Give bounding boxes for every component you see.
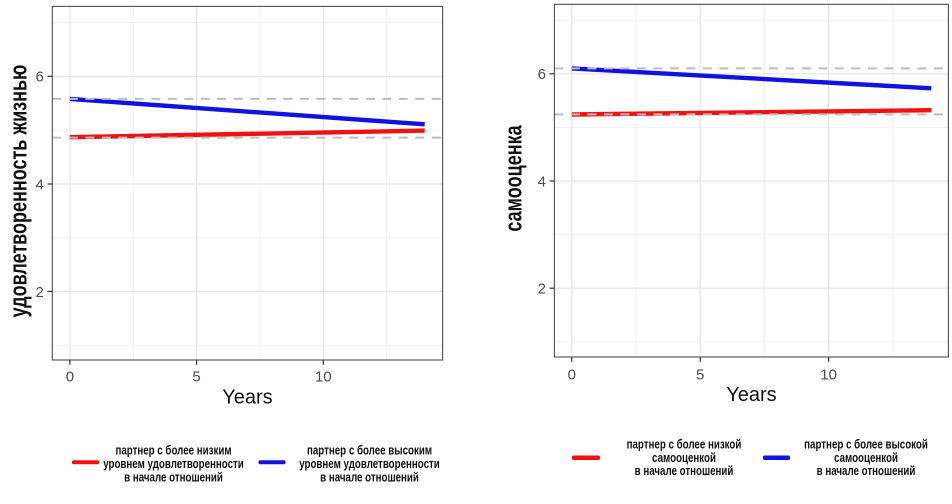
svg-text:партнер с более низким: партнер с более низким bbox=[115, 444, 231, 458]
svg-text:2: 2 bbox=[35, 284, 43, 301]
svg-text:5: 5 bbox=[696, 366, 704, 383]
svg-text:4: 4 bbox=[538, 173, 546, 190]
svg-text:6: 6 bbox=[35, 69, 43, 86]
svg-text:6: 6 bbox=[538, 66, 546, 83]
svg-text:самооценкой: самооценкой bbox=[834, 452, 898, 466]
svg-text:уровнем удовлетворенности: уровнем удовлетворенности bbox=[103, 458, 244, 472]
svg-text:Years: Years bbox=[222, 387, 272, 409]
svg-text:в начале отношений: в начале отношений bbox=[817, 465, 916, 479]
svg-text:5: 5 bbox=[192, 368, 200, 385]
svg-text:в начале отношений: в начале отношений bbox=[124, 472, 223, 486]
svg-text:удовлетворенность жизнью: удовлетворенность жизнью bbox=[6, 65, 32, 318]
svg-text:в начале отношений: в начале отношений bbox=[320, 472, 419, 486]
svg-text:10: 10 bbox=[315, 368, 332, 385]
svg-text:партнер с более высоким: партнер с более высоким bbox=[307, 444, 432, 458]
svg-text:в начале отношений: в начале отношений bbox=[635, 465, 734, 479]
svg-text:уровнем удовлетворенности: уровнем удовлетворенности bbox=[299, 458, 440, 472]
svg-text:2: 2 bbox=[538, 281, 546, 298]
svg-text:самооценка: самооценка bbox=[501, 125, 527, 231]
svg-text:4: 4 bbox=[35, 176, 43, 193]
svg-text:0: 0 bbox=[66, 368, 74, 385]
svg-text:партнер с более низкой: партнер с более низкой bbox=[627, 438, 742, 452]
svg-text:10: 10 bbox=[820, 366, 837, 383]
svg-text:0: 0 bbox=[568, 366, 576, 383]
svg-text:партнер с более высокой: партнер с более высокой bbox=[804, 438, 928, 452]
svg-text:самооценкой: самооценкой bbox=[652, 452, 716, 466]
svg-text:Years: Years bbox=[726, 384, 776, 406]
